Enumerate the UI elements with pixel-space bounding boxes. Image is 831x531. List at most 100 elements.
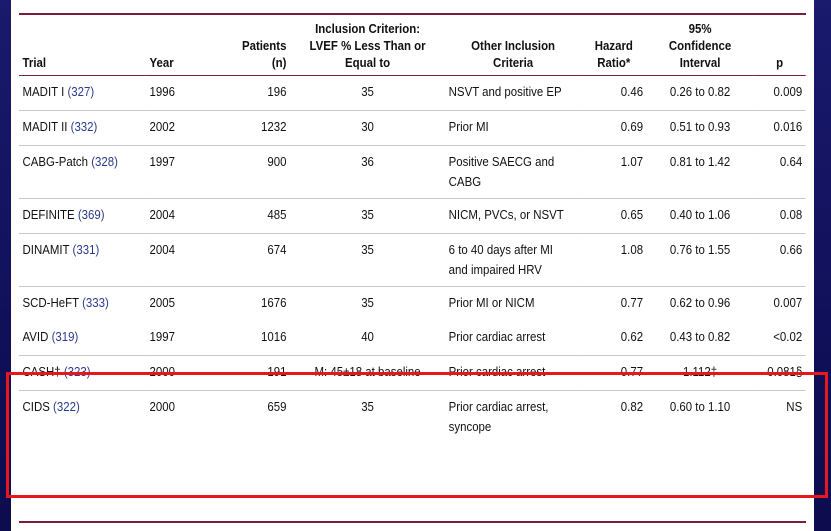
ci-value: 0.26 to 0.82 [669,84,731,99]
cell-trial: CABG-Patch (328) [19,145,146,199]
cell-lvef: 30 [289,110,446,146]
reference-link[interactable]: (333) [82,295,109,310]
p-value: 0.081§ [767,364,803,379]
cell-other: NSVT and positive EP [445,75,582,111]
table-row: AVID (319) 1997 1016 40 Prior cardiac arrest… [19,321,806,356]
lvef-value: 35 [361,84,374,99]
cell-ci: 0.62 to 0.96 [647,287,754,322]
cell-other: Prior MI [445,110,582,146]
cell-patients: 1016 [209,321,290,356]
header-hazard-ratio: Hazard Ratio* [581,18,647,76]
cell-year: 2004 [145,233,210,287]
cell-patients: 485 [209,198,290,234]
hr-value: 0.65 [620,207,644,222]
p-value: 0.009 [773,84,803,99]
cell-p: 0.007 [754,287,806,322]
highlight-box [6,372,828,498]
cell-p: 0.66 [753,233,806,287]
reference-link[interactable]: (332) [70,119,98,134]
cell-other: 6 to 40 days after MI and impaired HRV [445,233,582,287]
p-value: 0.016 [773,119,803,134]
other-criteria-line: NICM, PVCs, or NSVT [448,207,564,222]
header-other-criteria: Other Inclusion Criteria [445,18,582,76]
cell-lvef: 35 [289,198,446,234]
cell-trial: MADIT II (332) [19,110,146,146]
cell-ci: 0.81 to 1.42 [646,145,754,199]
hr-value: 1.08 [620,242,644,257]
cell-trial: DINAMIT (331) [19,233,146,287]
lvef-value: 40 [361,329,374,344]
year-value: 1996 [149,84,175,99]
cell-p: 0.009 [753,75,806,111]
cell-patients: 196 [209,75,290,111]
header-patients: Patients (n) [209,18,290,76]
cell-p: NS [754,391,806,444]
table-row: DINAMIT (331) 2004 674 35 6 to 40 days after… [19,233,806,287]
other-criteria-line: Prior cardiac arrest, [448,399,549,414]
cell-lvef: 36 [289,145,446,199]
trials-table: Trial Year Patients (n) Inclusion Criteri… [19,18,806,443]
lvef-value: 35 [361,242,374,257]
cell-hr: 1.07 [581,145,647,199]
patients-value: 196 [267,84,287,99]
cell-patients: 674 [209,233,290,287]
other-criteria-line: and impaired HRV [448,262,542,277]
trial-name: AVID [22,329,49,344]
reference-link[interactable]: (328) [91,154,118,169]
cell-ci: 0.40 to 1.06 [646,198,754,234]
cell-other: NICM, PVCs, or NSVT [445,198,582,234]
patients-value: 1016 [261,329,287,344]
hr-value: 1.07 [620,154,644,169]
p-value: <0.02 [773,329,803,344]
other-criteria-line: NSVT and positive EP [448,84,562,99]
hr-value: 0.82 [620,399,644,414]
cell-hr: 0.69 [581,110,647,146]
cell-trial: CIDS (322) [19,391,146,444]
cell-other: Prior cardiac arrest, syncope [445,391,581,444]
cell-patients: 659 [210,391,290,444]
reference-link[interactable]: (323) [63,364,91,379]
ci-value: 0.62 to 0.96 [669,295,731,310]
table-sheet: Trial Year Patients (n) Inclusion Criteri… [11,0,814,531]
cell-trial: MADIT I (327) [19,75,146,111]
trial-name: CABG-Patch [22,154,89,169]
reference-link[interactable]: (369) [77,207,105,222]
table-row: MADIT I (327) 1996 196 35 NSVT and positive … [19,75,806,111]
cell-year: 1997 [145,145,210,199]
other-criteria-line: CABG [448,174,482,189]
reference-link[interactable]: (331) [72,242,100,257]
cell-p: <0.02 [753,321,806,356]
header-confidence-interval: 95% Confidence Interval [646,18,754,76]
year-value: 2005 [149,295,175,310]
year-value: 1997 [149,329,175,344]
table-body: MADIT I (327) 1996 196 35 NSVT and positive … [19,75,806,444]
ci-value: 0.43 to 0.82 [669,329,731,344]
other-criteria-line: Positive SAECG and [448,154,555,169]
cell-ci: 0.76 to 1.55 [646,233,754,287]
cell-year: 2002 [145,110,210,146]
cell-lvef: 35 [289,233,446,287]
cell-year: 1997 [145,321,210,356]
year-value: 2002 [149,119,175,134]
reference-link[interactable]: (319) [51,329,79,344]
patients-value: 1676 [261,295,287,310]
trial-name: DEFINITE [22,207,75,222]
cell-other: Prior cardiac arrest [445,321,582,356]
top-rule [19,13,806,15]
cell-ci: 0.43 to 0.82 [646,321,754,356]
cell-trial: AVID (319) [19,321,146,356]
header-p: p [753,18,806,76]
cell-lvef: 35 [290,391,445,444]
cell-ci: 0.51 to 0.93 [646,110,754,146]
p-value: 0.66 [779,242,803,257]
ci-value: 0.51 to 0.93 [669,119,731,134]
cell-hr: 0.46 [581,75,647,111]
hr-value: 0.46 [620,84,644,99]
reference-link[interactable]: (322) [53,399,80,414]
lvef-value: M: 45±18 at baseline [314,364,421,379]
cell-p: 0.08 [753,198,806,234]
table-row: SCD-HeFT (333) 2005 1676 35 Prior MI or NICM… [19,287,806,322]
reference-link[interactable]: (327) [67,84,95,99]
cell-other: Prior MI or NICM [445,287,581,322]
cell-other: Positive SAECG and CABG [445,145,582,199]
